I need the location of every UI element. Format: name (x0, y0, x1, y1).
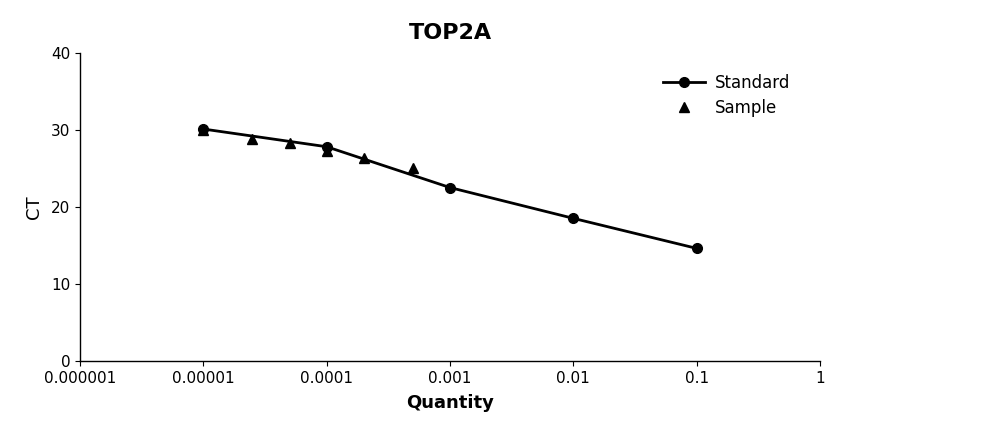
Sample (407, 165, 419, 171)
Standard (444, 185, 456, 190)
Sample (284, 140, 296, 146)
Standard (567, 216, 579, 221)
Sample (358, 156, 370, 161)
Sample (321, 149, 333, 154)
Line: Sample: Sample (198, 125, 418, 173)
Title: TOP2A: TOP2A (408, 23, 492, 43)
Sample (197, 127, 209, 132)
Line: Standard: Standard (198, 124, 702, 253)
Legend: Standard, Sample: Standard, Sample (656, 67, 797, 123)
X-axis label: Quantity: Quantity (406, 394, 494, 412)
Standard (691, 246, 703, 251)
Y-axis label: CT: CT (25, 195, 43, 219)
Standard (197, 126, 209, 132)
Sample (246, 136, 258, 142)
Standard (321, 144, 333, 149)
